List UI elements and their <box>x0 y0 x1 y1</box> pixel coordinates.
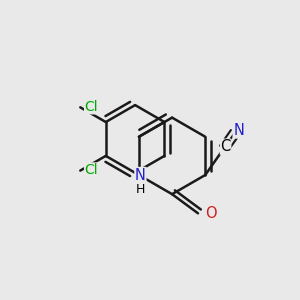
Text: N: N <box>233 123 244 138</box>
Text: N: N <box>135 167 146 182</box>
Text: O: O <box>206 206 217 221</box>
Text: C: C <box>220 139 231 154</box>
Text: Cl: Cl <box>85 100 98 114</box>
Text: Cl: Cl <box>85 163 98 177</box>
Text: H: H <box>136 183 145 196</box>
